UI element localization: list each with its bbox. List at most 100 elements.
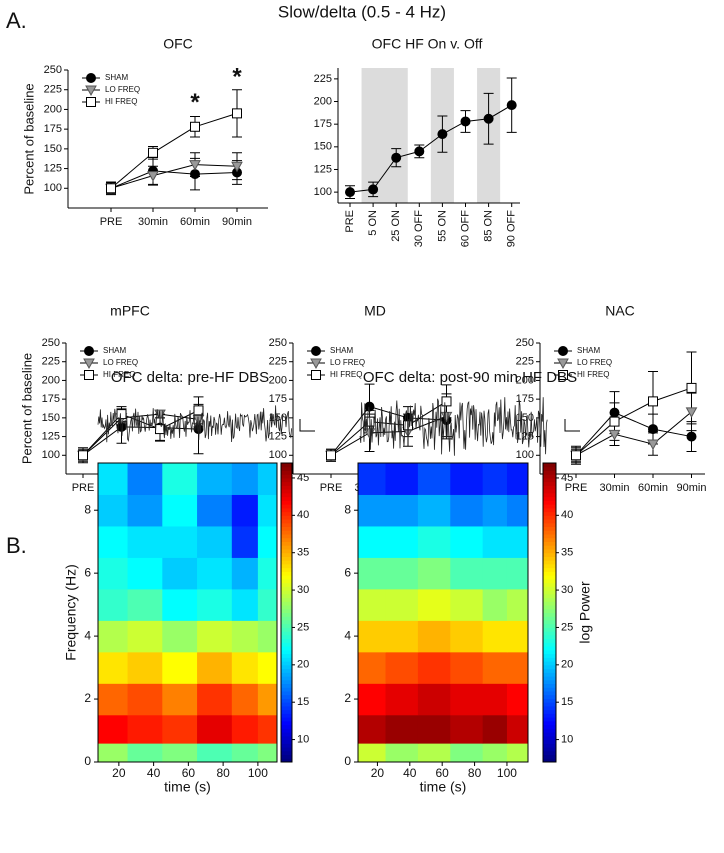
heatmap-cell	[127, 683, 163, 716]
heatmap-cell	[417, 588, 451, 621]
heatmap-cell	[450, 557, 484, 590]
colorbar-step	[281, 541, 292, 546]
colorbar-step	[281, 653, 292, 658]
legend-label: LO FREQ	[105, 85, 140, 94]
heatmap-cell	[417, 743, 451, 763]
x-tick-label: 30min	[138, 216, 168, 228]
colorbar-step	[543, 474, 556, 479]
colorbar-step	[543, 702, 556, 707]
heatmap-cell	[417, 651, 451, 684]
marker	[368, 184, 379, 195]
colorbar-step	[543, 504, 556, 509]
colorbar-step	[543, 661, 556, 666]
colorbar-step	[543, 743, 556, 748]
series-line	[330, 406, 447, 456]
heatmap-cell	[506, 588, 529, 621]
colorbar-frame	[280, 462, 293, 763]
colorbar-step	[281, 646, 292, 651]
heatmap-cell	[385, 683, 419, 716]
heatmap-cell	[98, 743, 129, 763]
y-tick-label: 175	[269, 393, 287, 405]
y-tick-label: 4	[84, 628, 91, 642]
colorbar-step	[543, 470, 556, 475]
legend-label: SHAM	[577, 346, 600, 355]
x-tick-label: PRE	[72, 482, 95, 494]
colorbar-step	[281, 750, 292, 756]
colorbar-tick-label: 30	[561, 584, 573, 596]
legend-marker	[310, 358, 322, 370]
heatmap-cell	[162, 463, 198, 495]
x-tick-label: 100	[497, 766, 517, 780]
heatmap-cell	[450, 525, 484, 558]
series-line	[110, 164, 238, 189]
colorbar-step	[281, 642, 292, 647]
colorbar-step	[543, 619, 556, 625]
marker	[647, 439, 659, 451]
heatmap-cell	[417, 463, 451, 495]
colorbar-step	[281, 489, 292, 494]
colorbar-step	[281, 754, 292, 759]
heatmap-cell	[162, 714, 198, 744]
colorbar-step	[281, 623, 292, 628]
colorbar-step	[281, 605, 292, 610]
colorbar-step	[281, 612, 292, 617]
marker	[571, 450, 581, 461]
heatmap-cell	[231, 651, 259, 684]
marker	[414, 146, 425, 157]
figure-title: Slow/delta (0.5 - 4 Hz)	[278, 2, 446, 21]
y-tick-label: 175	[314, 118, 332, 130]
x-tick-label: PRE	[100, 216, 123, 228]
colorbar-step	[281, 575, 292, 580]
colorbar-step	[543, 717, 556, 722]
legend-label: LO FREQ	[577, 358, 612, 367]
legend-label: LO FREQ	[103, 358, 138, 367]
marker	[116, 409, 127, 420]
marker	[148, 147, 158, 158]
heatmap-cell	[385, 651, 419, 684]
chart-title: OFC HF On v. Off	[372, 36, 483, 52]
y-tick-label: 175	[516, 393, 534, 405]
colorbar-step	[543, 623, 556, 628]
heatmap-cell	[162, 743, 198, 763]
heatmap-cell	[127, 588, 163, 621]
colorbar-step	[281, 724, 292, 729]
x-tick-label: 60	[436, 766, 450, 780]
legend-marker	[558, 346, 568, 356]
colorbar-step	[543, 563, 556, 569]
heatmap-cell	[506, 714, 529, 744]
colorbar-step	[543, 560, 556, 565]
colorbar-step	[281, 477, 292, 483]
heatmap-cell	[506, 494, 529, 527]
x-tick-label: PRE	[344, 210, 356, 233]
colorbar-step	[543, 500, 556, 505]
marker	[232, 108, 242, 119]
eeg-trace	[359, 397, 548, 456]
heatmap-cell	[506, 620, 529, 653]
heatmap-cell	[231, 683, 259, 716]
heatmap-cell	[417, 683, 451, 716]
y-tick-label: 125	[314, 163, 332, 175]
heatmap-cell	[197, 683, 233, 716]
y-tick-label: 225	[269, 356, 287, 368]
colorbar-step	[543, 466, 556, 471]
colorbar-step	[281, 627, 292, 632]
colorbar-step	[281, 578, 292, 584]
colorbar-step	[543, 590, 556, 595]
annotation: *	[190, 89, 200, 116]
marker	[189, 160, 201, 171]
heatmap-cell	[231, 494, 259, 527]
x-tick-label: 60 OFF	[459, 210, 471, 248]
marker	[78, 450, 88, 461]
legend-label: SHAM	[105, 73, 128, 82]
colorbar-step	[543, 605, 556, 610]
marker	[686, 382, 697, 393]
heatmap-cell	[127, 525, 163, 558]
heatmap-cell	[417, 494, 451, 527]
heatmap-cell	[482, 683, 508, 716]
y-tick-label: 125	[44, 162, 62, 174]
colorbar-step	[543, 597, 556, 602]
y-tick-label: 150	[42, 412, 60, 424]
x-tick-label: 20	[371, 766, 385, 780]
x-tick-label: 30 OFF	[413, 210, 425, 248]
colorbar-step	[543, 463, 556, 468]
